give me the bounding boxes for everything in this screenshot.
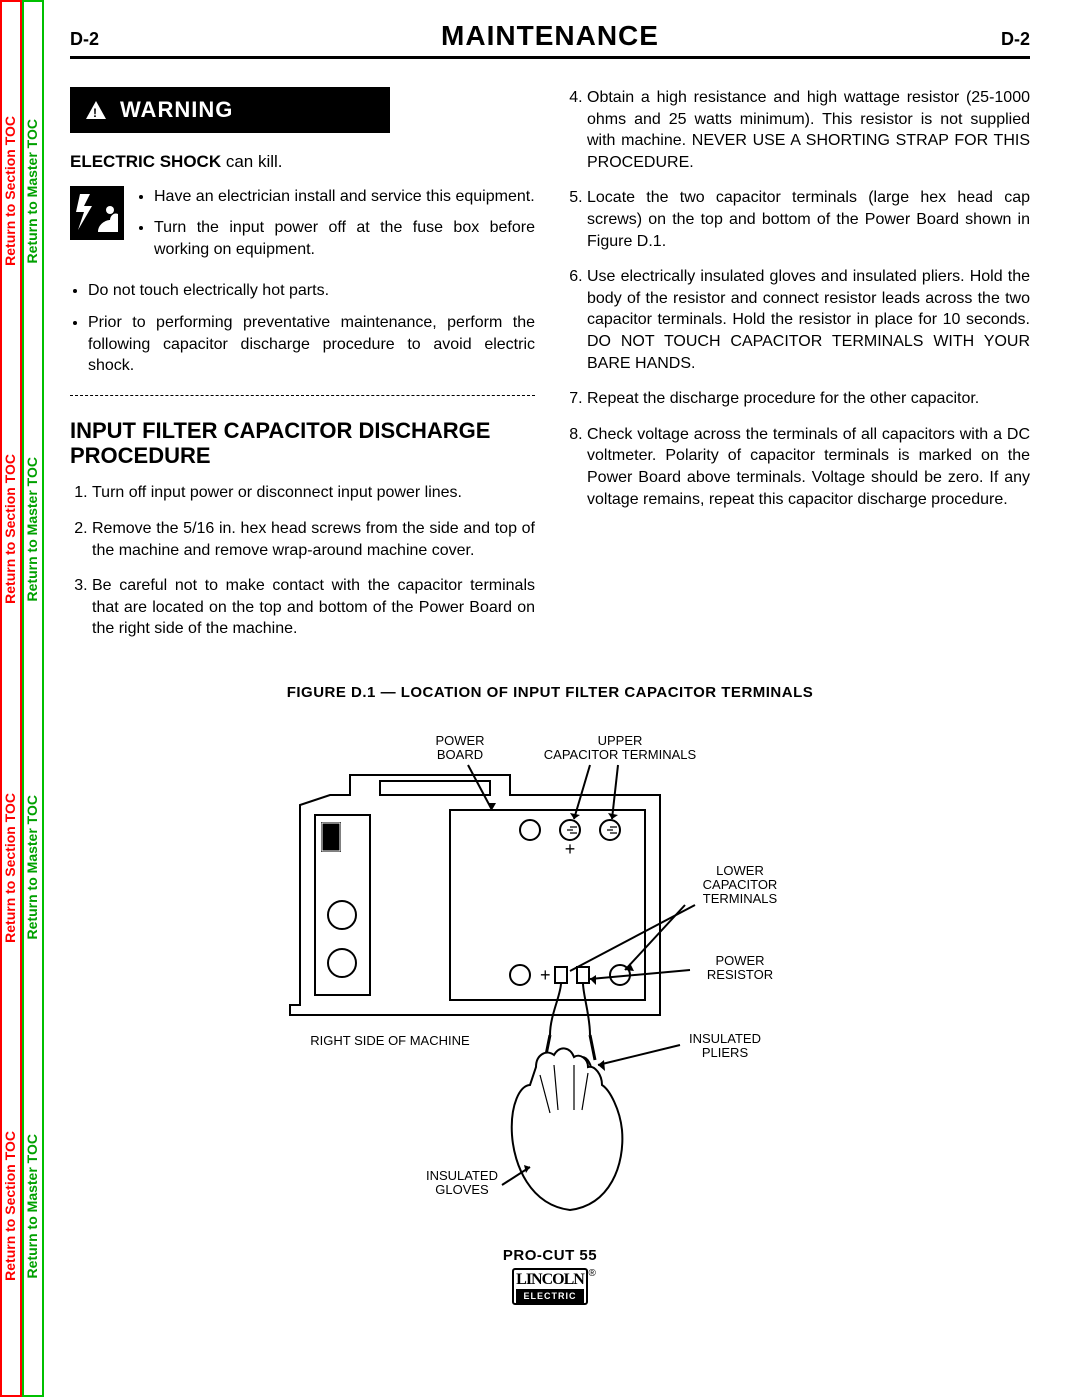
side-tabs: Return to Section TOC Return to Section …: [0, 0, 44, 1397]
procedure-steps-left: Turn off input power or disconnect input…: [70, 482, 535, 640]
procedure-heading: INPUT FILTER CAPACITOR DISCHARGE PROCEDU…: [70, 418, 535, 469]
label-upper-2: CAPACITOR TERMINALS: [544, 747, 697, 762]
page-number-left: D-2: [70, 29, 99, 50]
return-master-toc-link[interactable]: Return to Master TOC: [24, 119, 42, 263]
return-section-toc-link[interactable]: Return to Section TOC: [2, 1131, 20, 1281]
return-section-toc-link[interactable]: Return to Section TOC: [2, 454, 20, 604]
figure-diagram: + +: [230, 715, 870, 1235]
step-item: Remove the 5/16 in. hex head screws from…: [92, 518, 535, 561]
model-label: PRO-CUT 55: [70, 1247, 1030, 1264]
page-footer: PRO-CUT 55 LINCOLN ELECTRIC ®: [70, 1247, 1030, 1305]
procedure-steps-right: Obtain a high resistance and high wattag…: [565, 87, 1030, 510]
left-column: WARNING ELECTRIC SHOCK can kill. Have an…: [70, 87, 535, 654]
electric-shock-heading: ELECTRIC SHOCK can kill.: [70, 151, 535, 174]
bullet-item: Prior to performing preventative mainten…: [88, 312, 535, 377]
warning-box: WARNING: [70, 87, 390, 133]
svg-text:POWERRESISTOR: POWERRESISTOR: [707, 953, 773, 982]
label-power-board-1: POWER: [435, 733, 484, 748]
return-master-toc-link[interactable]: Return to Master TOC: [24, 457, 42, 601]
label-resistor-2: RESISTOR: [707, 967, 773, 982]
step-item: Locate the two capacitor terminals (larg…: [587, 187, 1030, 252]
registered-mark: ®: [588, 1268, 595, 1279]
figure-caption: FIGURE D.1 — LOCATION OF INPUT FILTER CA…: [70, 684, 1030, 701]
warning-triangle-icon: [86, 101, 106, 119]
step-item: Obtain a high resistance and high wattag…: [587, 87, 1030, 173]
electric-shock-icon: [70, 186, 124, 240]
return-section-toc-link[interactable]: Return to Section TOC: [2, 793, 20, 943]
page: D-2 MAINTENANCE D-2 WARNING ELECTRIC SHO…: [70, 20, 1030, 1377]
master-toc-strip: Return to Master TOC Return to Master TO…: [22, 0, 44, 1397]
warning-label: WARNING: [120, 95, 233, 125]
label-gloves-1: INSULATED: [426, 1168, 498, 1183]
return-master-toc-link[interactable]: Return to Master TOC: [24, 1134, 42, 1278]
content-columns: WARNING ELECTRIC SHOCK can kill. Have an…: [70, 87, 1030, 654]
svg-text:+: +: [565, 839, 576, 859]
label-power-board-2: BOARD: [437, 747, 483, 762]
bullet-item: Do not touch electrically hot parts.: [88, 280, 535, 302]
svg-text:POWERBOARD: POWERBOARD: [435, 733, 484, 762]
step-item: Use electrically insulated gloves and in…: [587, 266, 1030, 374]
svg-text:INSULATEDGLOVES: INSULATEDGLOVES: [426, 1168, 498, 1197]
return-master-toc-link[interactable]: Return to Master TOC: [24, 795, 42, 939]
section-toc-strip: Return to Section TOC Return to Section …: [0, 0, 22, 1397]
label-upper-1: UPPER: [598, 733, 643, 748]
brand-bottom: ELECTRIC: [516, 1289, 584, 1303]
page-title: MAINTENANCE: [441, 20, 659, 52]
label-pliers-2: PLIERS: [702, 1045, 749, 1060]
step-item: Repeat the discharge procedure for the o…: [587, 388, 1030, 410]
label-resistor-1: POWER: [715, 953, 764, 968]
right-column: Obtain a high resistance and high wattag…: [565, 87, 1030, 654]
step-item: Be careful not to make contact with the …: [92, 575, 535, 640]
page-header: D-2 MAINTENANCE D-2: [70, 20, 1030, 59]
svg-text:INSULATEDPLIERS: INSULATEDPLIERS: [689, 1031, 761, 1060]
warning-bullets: Do not touch electrically hot parts. Pri…: [70, 280, 535, 376]
label-right-side: RIGHT SIDE OF MACHINE: [310, 1033, 470, 1048]
brand-top: LINCOLN: [516, 1271, 584, 1289]
shock-icon-row: Have an electrician install and service …: [70, 186, 535, 271]
icon-bullets: Have an electrician install and service …: [136, 186, 535, 271]
svg-text:LOWERCAPACITORTERMINALS: LOWERCAPACITORTERMINALS: [703, 863, 778, 906]
label-pliers-1: INSULATED: [689, 1031, 761, 1046]
label-gloves-2: GLOVES: [435, 1182, 489, 1197]
page-number-right: D-2: [1001, 29, 1030, 50]
svg-text:+: +: [540, 965, 551, 985]
return-section-toc-link[interactable]: Return to Section TOC: [2, 116, 20, 266]
svg-text:UPPERCAPACITOR TERMINALS: UPPERCAPACITOR TERMINALS: [544, 733, 697, 762]
step-item: Check voltage across the terminals of al…: [587, 424, 1030, 510]
bullet-item: Have an electrician install and service …: [154, 186, 535, 208]
figure-area: FIGURE D.1 — LOCATION OF INPUT FILTER CA…: [70, 684, 1030, 1305]
dashed-separator: [70, 395, 535, 396]
step-item: Turn off input power or disconnect input…: [92, 482, 535, 504]
label-lower-2: CAPACITOR: [703, 877, 778, 892]
label-lower-1: LOWER: [716, 863, 764, 878]
bullet-item: Turn the input power off at the fuse box…: [154, 217, 535, 260]
electric-shock-rest: can kill.: [221, 152, 282, 171]
brand-logo: LINCOLN ELECTRIC ®: [505, 1268, 595, 1305]
label-lower-3: TERMINALS: [703, 891, 778, 906]
electric-shock-strong: ELECTRIC SHOCK: [70, 152, 221, 171]
